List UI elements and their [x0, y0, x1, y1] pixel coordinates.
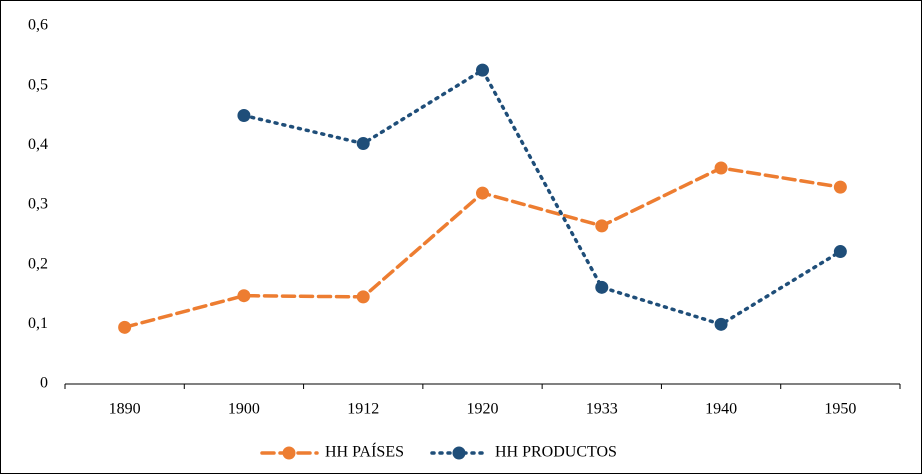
point	[714, 161, 728, 175]
point	[833, 245, 847, 259]
y-tick-label: 0,1	[28, 315, 48, 332]
point	[118, 320, 132, 334]
legend-marker	[282, 446, 296, 460]
y-tick-label: 0,3	[28, 196, 48, 213]
point	[595, 280, 609, 294]
x-tick-label: 1920	[467, 401, 499, 418]
x-tick-label: 1912	[347, 401, 379, 418]
y-tick-label: 0,2	[28, 255, 48, 272]
legend-label: HH PRODUCTOS	[495, 444, 617, 461]
point	[476, 63, 489, 77]
y-tick-label: 0	[40, 375, 48, 392]
point	[476, 186, 489, 200]
x-tick-label: 1933	[586, 401, 618, 418]
point	[595, 219, 609, 233]
x-tick-label: 1900	[228, 401, 260, 418]
y-tick-label: 0,5	[28, 76, 48, 93]
y-tick-label: 0,6	[28, 17, 48, 34]
y-tick-label: 0,4	[28, 136, 48, 153]
x-tick-label: 1890	[109, 401, 141, 418]
x-tick-label: 1950	[824, 401, 856, 418]
x-tick-label: 1940	[705, 401, 737, 418]
point	[237, 109, 251, 122]
legend-label: HH PAÍSES	[325, 442, 404, 461]
point	[237, 289, 251, 303]
point	[356, 290, 370, 304]
point	[356, 137, 370, 151]
legend-marker	[452, 446, 466, 460]
point	[833, 180, 847, 194]
point	[714, 317, 728, 331]
series-line	[242, 67, 843, 327]
